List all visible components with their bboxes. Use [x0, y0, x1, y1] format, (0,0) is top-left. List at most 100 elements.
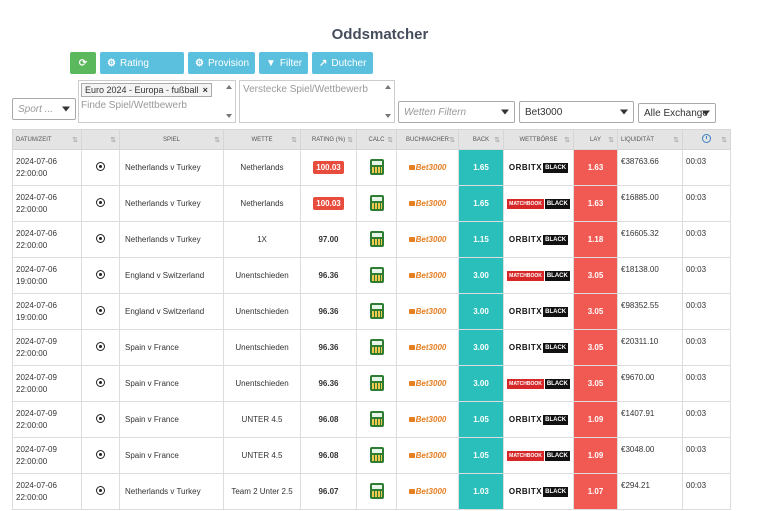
rating-button[interactable]: ⚙ Rating: [100, 52, 184, 74]
exchange-logo[interactable]: MATCHBOOK BLACK: [507, 379, 570, 389]
exchange-logo[interactable]: MATCHBOOK BLACK: [507, 451, 570, 461]
back-odds-cell[interactable]: 3.00: [458, 365, 504, 402]
calculator-icon[interactable]: [369, 230, 384, 247]
column-header-sport[interactable]: ⇅: [81, 129, 120, 150]
column-header-rating[interactable]: RATING (%) ⇅: [300, 129, 357, 150]
calculator-icon[interactable]: [369, 266, 384, 283]
table-row[interactable]: 2024-07-09 22:00:00 Spain v France UNTER 4.…: [12, 401, 731, 438]
find-game-input[interactable]: Finde Spiel/Wettbewerb: [81, 100, 187, 111]
column-header-bookmaker[interactable]: BUCHMACHER ⇅: [396, 129, 459, 150]
back-odds-cell[interactable]: 1.05: [458, 437, 504, 474]
calculator-icon[interactable]: [369, 482, 384, 499]
bookmaker-logo[interactable]: Bet3000: [409, 307, 447, 316]
bookmaker-logo[interactable]: Bet3000: [409, 163, 447, 172]
table-row[interactable]: 2024-07-06 19:00:00 England v Switzerland U…: [12, 257, 731, 294]
competition-multiselect[interactable]: Euro 2024 - Europa - fußball × Finde Spi…: [78, 80, 236, 123]
exchange-logo[interactable]: MATCHBOOK BLACK: [507, 199, 570, 209]
bookmaker-logo[interactable]: Bet3000: [409, 379, 447, 388]
age-cell: 00:03: [682, 185, 731, 222]
table-row[interactable]: 2024-07-06 22:00:00 Netherlands v Turkey Ne…: [12, 149, 731, 186]
exchange-logo[interactable]: ORBITX BLACK: [508, 234, 569, 245]
refresh-button[interactable]: ⟳: [70, 52, 96, 74]
sport-select[interactable]: Sport ...: [12, 98, 76, 120]
hide-game-input[interactable]: Verstecke Spiel/Wettbewerb: [243, 84, 368, 95]
filter-button[interactable]: ▼ Filter: [259, 52, 308, 74]
column-header-label: SPIEL: [162, 136, 180, 143]
column-header-back[interactable]: BACK ⇅: [458, 129, 504, 150]
sort-icon: ⇅: [110, 136, 116, 144]
exchange-logo[interactable]: ORBITX BLACK: [509, 306, 569, 317]
back-odds-cell[interactable]: 3.00: [458, 329, 504, 366]
bets-filter-select[interactable]: Wetten Filtern: [398, 101, 515, 123]
exchange-logo[interactable]: MATCHBOOK BLACK: [507, 271, 570, 281]
table-row[interactable]: 2024-07-06 19:00:00 England v Switzerland U…: [12, 293, 731, 330]
calculator-icon[interactable]: [369, 158, 384, 175]
lay-odds-cell[interactable]: 1.63: [573, 149, 618, 186]
lay-odds-cell[interactable]: 1.09: [573, 401, 618, 438]
exchange-logo[interactable]: ORBITX BLACK: [509, 342, 569, 353]
hide-multiselect[interactable]: Verstecke Spiel/Wettbewerb: [239, 80, 395, 123]
lay-odds-cell[interactable]: 3.05: [573, 329, 618, 366]
calculator-icon[interactable]: [369, 338, 384, 355]
date-value: 2024-07-06: [16, 300, 57, 310]
column-header-exchange[interactable]: WETTBÖRSE ⇅: [503, 129, 574, 150]
calculator-icon[interactable]: [369, 410, 384, 427]
scroll-down-icon[interactable]: [385, 114, 391, 118]
calculator-icon[interactable]: [369, 194, 384, 211]
table-row[interactable]: 2024-07-06 22:00:00 Netherlands v Turkey Ne…: [12, 185, 731, 222]
back-odds-cell[interactable]: 3.00: [458, 257, 504, 294]
table-row[interactable]: 2024-07-09 22:00:00 Spain v France UNTER 4.…: [12, 437, 731, 474]
lay-odds-cell[interactable]: 3.05: [573, 293, 618, 330]
table-row[interactable]: 2024-07-09 22:00:00 Spain v France Unentsch…: [12, 329, 731, 366]
exchange-logo[interactable]: ORBITX BLACK: [509, 486, 569, 497]
bookmaker-logo[interactable]: Bet3000: [409, 271, 447, 280]
exchange-select[interactable]: Alle Exchange: [638, 103, 716, 123]
lay-odds-cell[interactable]: 1.18: [573, 221, 618, 258]
exchange-cell: ORBITX BLACK: [503, 473, 574, 510]
bets-filter-placeholder: Wetten Filtern: [404, 106, 467, 118]
back-odds-cell[interactable]: 1.65: [458, 185, 504, 222]
date-cell: 2024-07-09 22:00:00: [12, 329, 82, 366]
bookmaker-logo[interactable]: Bet3000: [409, 343, 447, 352]
back-odds-cell[interactable]: 1.65: [458, 149, 504, 186]
scroll-up-icon[interactable]: [226, 85, 232, 89]
calculator-icon[interactable]: [369, 374, 384, 391]
lay-odds-cell[interactable]: 1.63: [573, 185, 618, 222]
bookmaker-logo[interactable]: Bet3000: [409, 415, 447, 424]
scroll-up-icon[interactable]: [385, 85, 391, 89]
exchange-logo[interactable]: ORBITX BLACK: [509, 414, 569, 425]
back-odds-cell[interactable]: 3.00: [458, 293, 504, 330]
column-header-lay[interactable]: LAY ⇅: [573, 129, 618, 150]
bookmaker-select[interactable]: Bet3000: [519, 101, 634, 123]
calculator-icon[interactable]: [369, 446, 384, 463]
bookmaker-logo[interactable]: Bet3000: [409, 487, 447, 496]
table-row[interactable]: 2024-07-09 22:00:00 Spain v France Unentsch…: [12, 365, 731, 402]
soccer-ball-icon: [96, 342, 105, 351]
lay-odds-cell[interactable]: 3.05: [573, 365, 618, 402]
column-header-calc[interactable]: CALC ⇅: [356, 129, 397, 150]
column-header-date[interactable]: DATUM/ZEIT ⇅: [12, 129, 82, 150]
scroll-down-icon[interactable]: [226, 114, 232, 118]
column-header-label: CALC: [368, 136, 385, 143]
dutcher-button[interactable]: ↗ Dutcher: [312, 52, 373, 74]
bookmaker-logo[interactable]: Bet3000: [409, 451, 447, 460]
column-header-age[interactable]: ⇅: [682, 129, 731, 150]
back-odds-cell[interactable]: 1.03: [458, 473, 504, 510]
provision-button[interactable]: ⚙ Provision: [188, 52, 255, 74]
lay-odds-cell[interactable]: 1.07: [573, 473, 618, 510]
column-header-game[interactable]: SPIEL ⇅: [119, 129, 224, 150]
back-odds-cell[interactable]: 1.15: [458, 221, 504, 258]
exchange-logo[interactable]: ORBITX BLACK: [509, 162, 569, 173]
table-row[interactable]: 2024-07-06 22:00:00 Netherlands v Turkey 1X…: [12, 221, 731, 258]
lay-odds-cell[interactable]: 3.05: [573, 257, 618, 294]
lay-odds-cell[interactable]: 1.09: [573, 437, 618, 474]
table-row[interactable]: 2024-07-06 22:00:00 Netherlands v Turkey Te…: [12, 473, 731, 510]
bookmaker-logo[interactable]: Bet3000: [409, 199, 447, 208]
column-header-liquidity[interactable]: LIQUIDITÄT ⇅: [617, 129, 683, 150]
bookmaker-logo[interactable]: Bet3000: [409, 235, 447, 244]
tag-remove-icon[interactable]: ×: [202, 85, 208, 95]
column-header-bet[interactable]: WETTE ⇅: [223, 129, 301, 150]
orbitx-logo: ORBITX: [508, 235, 543, 244]
back-odds-cell[interactable]: 1.05: [458, 401, 504, 438]
calculator-icon[interactable]: [369, 302, 384, 319]
